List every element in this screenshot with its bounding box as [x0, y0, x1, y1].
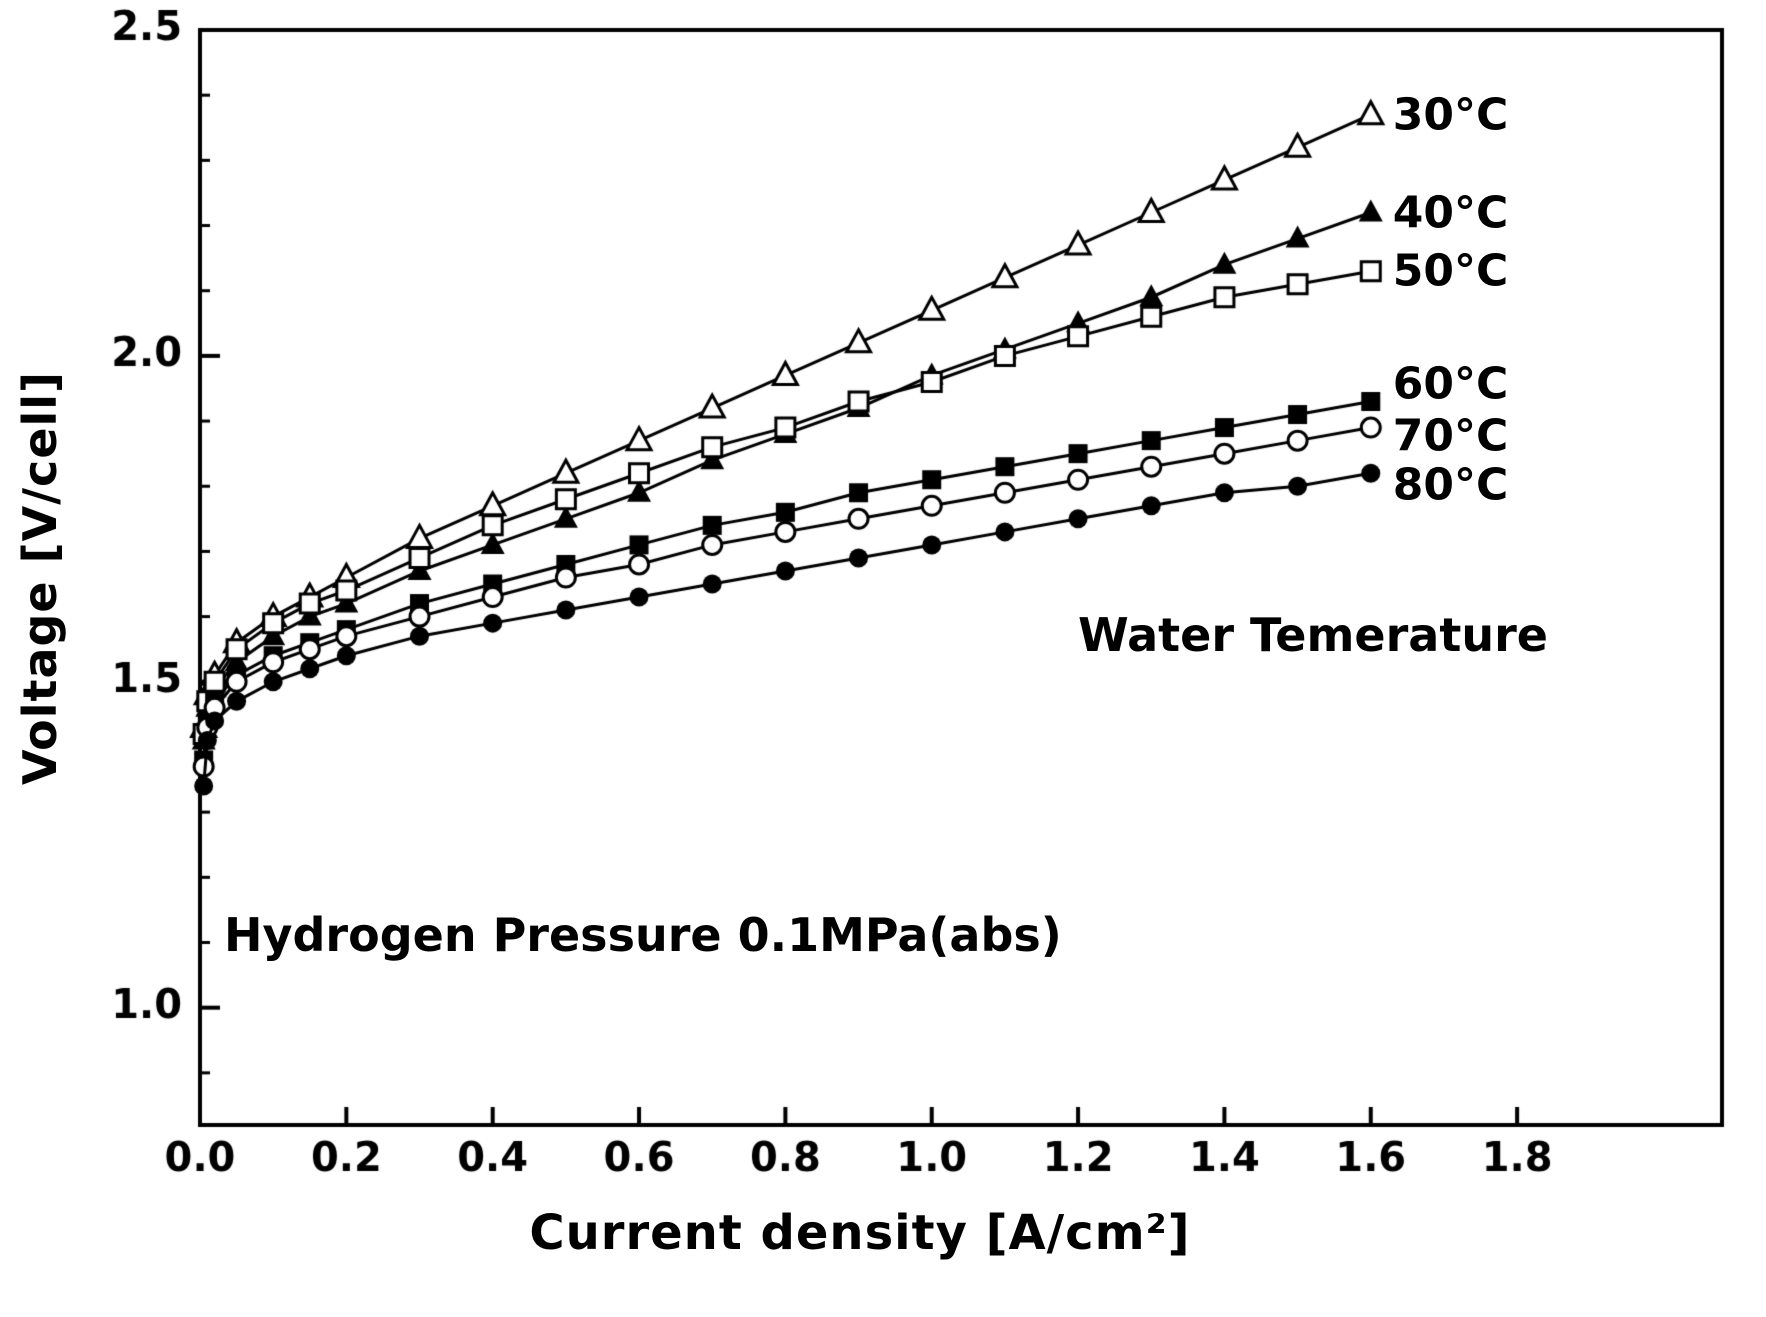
- series-label-40c: 40°C: [1392, 187, 1509, 238]
- series-label-50c: 50°C: [1392, 245, 1509, 297]
- series-label-30c: 30°C: [1392, 89, 1509, 141]
- annotation-water-temperature: Water Temerature: [1078, 608, 1548, 662]
- series-label-80c: 80°C: [1392, 459, 1509, 511]
- x-axis-label: Current density [A/cm²]: [529, 1205, 1191, 1261]
- series-label-70c: 70°C: [1392, 410, 1509, 462]
- series-label-60c: 60°C: [1392, 358, 1509, 410]
- y-axis-label: Voltage [V/cell]: [13, 370, 67, 786]
- annotation-hydrogen-pressure: Hydrogen Pressure 0.1MPa(abs): [224, 908, 1062, 962]
